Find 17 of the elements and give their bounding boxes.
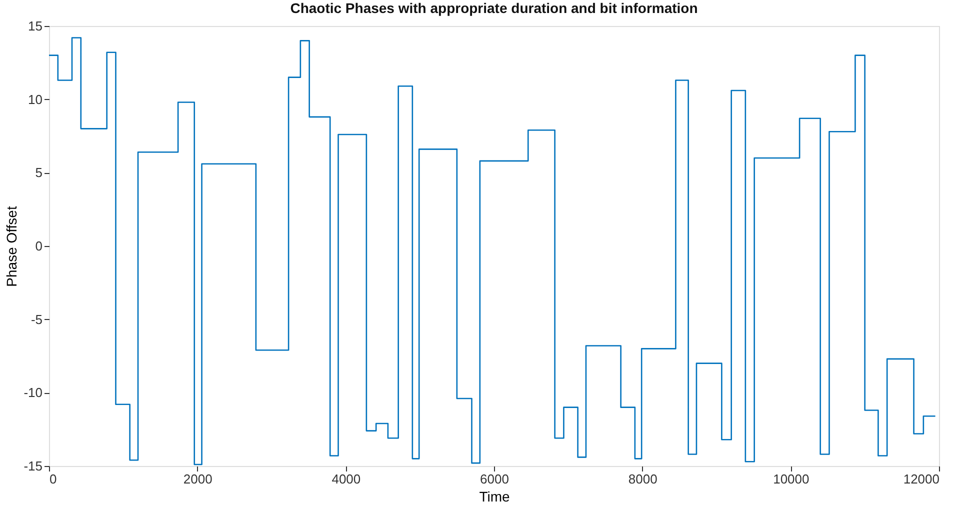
x-axis-title: Time <box>479 488 510 504</box>
y-tick-label: 0 <box>35 238 42 254</box>
x-tick-label: 6000 <box>480 472 509 486</box>
x-tick-label: 8000 <box>628 472 658 486</box>
y-tick-label: 10 <box>28 92 42 107</box>
x-tick-label: 10000 <box>773 472 810 486</box>
x-tick-label: 12000 <box>903 472 940 486</box>
chart-title: Chaotic Phases with appropriate duration and bit information <box>290 0 698 16</box>
y-tick-label: -10 <box>24 385 42 400</box>
y-tick-label: 5 <box>35 165 42 180</box>
y-tick-label: -5 <box>30 312 42 327</box>
x-tick-label: 2000 <box>183 472 212 486</box>
y-axis-title: Phase Offset <box>4 206 20 287</box>
x-tick-label: 0 <box>50 472 57 486</box>
x-tick-label: 4000 <box>332 472 361 486</box>
y-tick-label: -15 <box>24 458 42 474</box>
y-tick-label: 15 <box>28 18 42 34</box>
